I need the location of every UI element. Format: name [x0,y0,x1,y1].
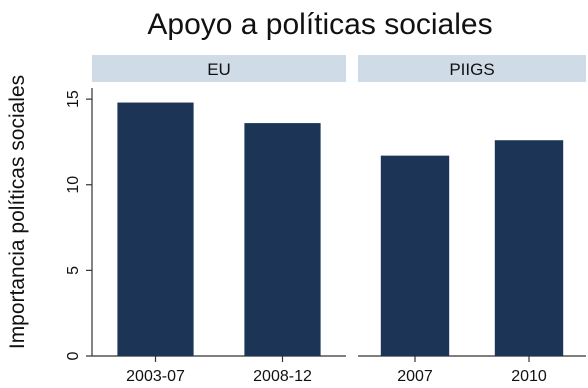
panel-header [358,55,586,82]
bar [117,102,194,356]
x-tick-label: 2010 [511,368,547,385]
bar [494,140,564,356]
bar [244,123,321,356]
bar [380,155,450,356]
panel-title: PIIGS [449,60,494,79]
y-tick-label: 5 [65,266,82,275]
panel-piigs: PIIGS 2007 2010 [358,55,586,385]
panel-eu: EU 2003-07 2008-12 [92,55,346,385]
panel-title: EU [207,60,231,79]
y-tick-label: 0 [65,351,82,360]
panel-header [92,55,346,82]
chart-title: Apoyo a políticas sociales [147,8,492,41]
x-tick-label: 2003-07 [126,368,185,385]
y-tick-label: 15 [65,90,82,108]
x-tick-label: 2008-12 [253,368,312,385]
y-axis: 0 5 10 15 [65,88,93,360]
x-tick-label: 2007 [397,368,433,385]
y-axis-label: Importancia políticas sociales [6,75,29,349]
y-tick-label: 10 [65,176,82,194]
chart-panels: EU 2003-07 2008-12 PIIGS 2007 2010 [92,55,586,385]
